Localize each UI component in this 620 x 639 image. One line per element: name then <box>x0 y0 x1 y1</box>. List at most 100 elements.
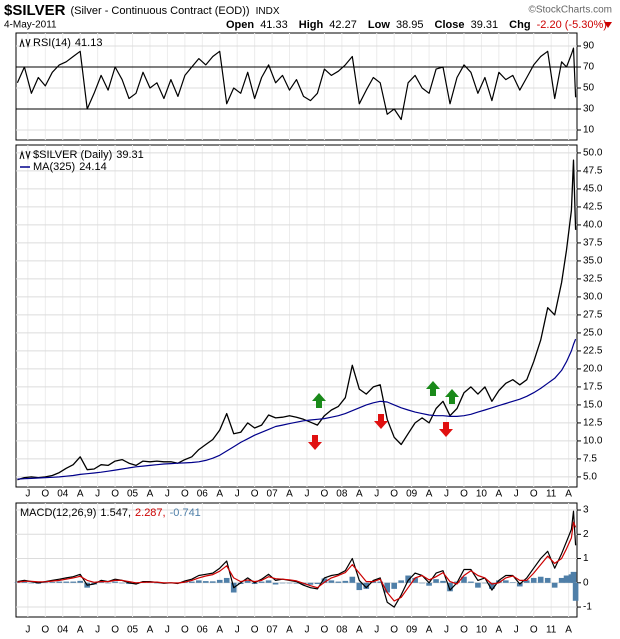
y-tick-label: 30 <box>583 104 595 115</box>
buy-arrow <box>426 381 440 396</box>
y-tick-label: 20.0 <box>583 364 603 375</box>
x-tick-label: 09 <box>406 625 418 636</box>
histogram-bar <box>105 582 111 584</box>
histogram-bar <box>112 581 118 583</box>
buy-arrow <box>312 393 326 408</box>
x-tick-label: A <box>356 489 363 500</box>
histogram-bar <box>461 576 467 583</box>
histogram-bar <box>356 582 363 591</box>
x-tick-label: J <box>444 489 449 500</box>
histogram-bar <box>489 582 495 589</box>
sell-arrow <box>308 435 322 450</box>
down-indicator <box>604 22 612 28</box>
sell-arrow <box>439 422 453 437</box>
quote-value: 42.27 <box>329 19 357 31</box>
quote-label: High <box>299 19 324 31</box>
x-tick-label: A <box>356 625 363 636</box>
histogram-bar <box>516 582 523 587</box>
x-tick-label: 07 <box>267 625 279 636</box>
histogram-bar <box>70 581 77 583</box>
x-tick-label: A <box>77 625 84 636</box>
histogram-bar <box>265 580 272 583</box>
histogram-bar <box>523 580 530 583</box>
x-tick-label: 10 <box>476 625 488 636</box>
y-tick-label: 17.5 <box>583 382 603 393</box>
histogram-bar <box>537 576 544 583</box>
quote-line: Open 41.33 High 42.27 Low 38.95 Close 39… <box>226 19 607 31</box>
y-tick-label: 0 <box>583 577 589 588</box>
y-tick-label: 50.0 <box>583 148 603 159</box>
histogram-bar <box>551 582 558 588</box>
histogram-bar <box>189 581 195 583</box>
x-tick-label: J <box>514 625 519 636</box>
x-tick-label: A <box>147 625 154 636</box>
x-tick-label: J <box>235 625 240 636</box>
quote-label: Close <box>435 19 465 31</box>
y-tick-label: 35.0 <box>583 256 603 267</box>
legend: MACD(12,26,9) 1.547, 2.287, -0.741 <box>20 507 201 519</box>
histogram-bar <box>468 581 474 583</box>
histogram-bar <box>307 582 314 585</box>
legend-label: MACD(12,26,9) <box>20 507 96 519</box>
legend-value: 41.13 <box>75 37 103 49</box>
y-tick-label: 45.0 <box>583 184 603 195</box>
x-tick-label: A <box>216 489 223 500</box>
x-tick-label: A <box>147 489 154 500</box>
y-tick-label: 40.0 <box>583 220 603 231</box>
histogram-bar <box>286 582 293 584</box>
x-tick-label: J <box>165 489 170 500</box>
histogram-bar <box>196 580 202 583</box>
histogram-bar <box>342 580 349 583</box>
x-tick-label: 09 <box>406 489 418 500</box>
x-tick-label: A <box>77 489 84 500</box>
legend-value: 2.287, <box>135 507 166 519</box>
x-tick-label: J <box>304 625 309 636</box>
histogram-bar <box>412 577 418 583</box>
x-tick-label: O <box>321 489 329 500</box>
histogram-bar <box>202 581 209 583</box>
x-tick-label: 06 <box>197 625 209 636</box>
x-tick-label: A <box>286 489 293 500</box>
x-tick-label: 11 <box>546 625 557 636</box>
quote-value: 39.31 <box>471 19 499 31</box>
histogram-bar <box>321 578 328 583</box>
histogram-bar <box>328 580 335 583</box>
histogram-bar <box>391 582 397 589</box>
y-tick-label: 1 <box>583 553 589 564</box>
y-tick-label: -1 <box>583 602 592 613</box>
legend-value: 39.31 <box>116 149 144 161</box>
histogram-bar <box>544 577 551 583</box>
histogram-bar <box>572 582 579 601</box>
panel: -1 0 1 2 3 MACD(12,26,9) 1.547, 2.287, -0.741 <box>14 502 592 618</box>
histogram-bar <box>570 571 577 583</box>
legend-label: $SILVER (Daily) <box>33 149 112 161</box>
x-tick-label: J <box>25 625 30 636</box>
histogram-bar <box>363 582 370 589</box>
histogram-bar <box>14 582 21 583</box>
date: 4-May-2011 <box>4 20 57 31</box>
x-tick-label: 07 <box>267 489 279 500</box>
legend: $SILVER (Daily) 39.31 <box>33 149 144 161</box>
x-tick-label: J <box>514 489 519 500</box>
histogram-bar <box>405 575 411 583</box>
histogram-bar <box>503 580 509 583</box>
y-tick-label: 50 <box>583 83 595 94</box>
legend-label: MA(325) <box>33 161 75 173</box>
x-tick-label: 11 <box>546 489 557 500</box>
x-tick-label: J <box>444 625 449 636</box>
x-tick-label: O <box>390 489 398 500</box>
annotations <box>308 381 459 450</box>
y-tick-label: 32.5 <box>583 274 603 285</box>
x-tick-label: A <box>426 625 433 636</box>
x-tick-label: 08 <box>336 489 348 500</box>
x-tick-label: A <box>565 625 572 636</box>
x-tick-label: 10 <box>476 489 488 500</box>
y-tick-label: 37.5 <box>583 238 603 249</box>
x-tick-label: J <box>165 625 170 636</box>
y-tick-label: 27.5 <box>583 310 603 321</box>
x-tick-label: O <box>251 625 259 636</box>
histogram-bar <box>293 582 300 584</box>
histogram-bar <box>419 582 425 584</box>
